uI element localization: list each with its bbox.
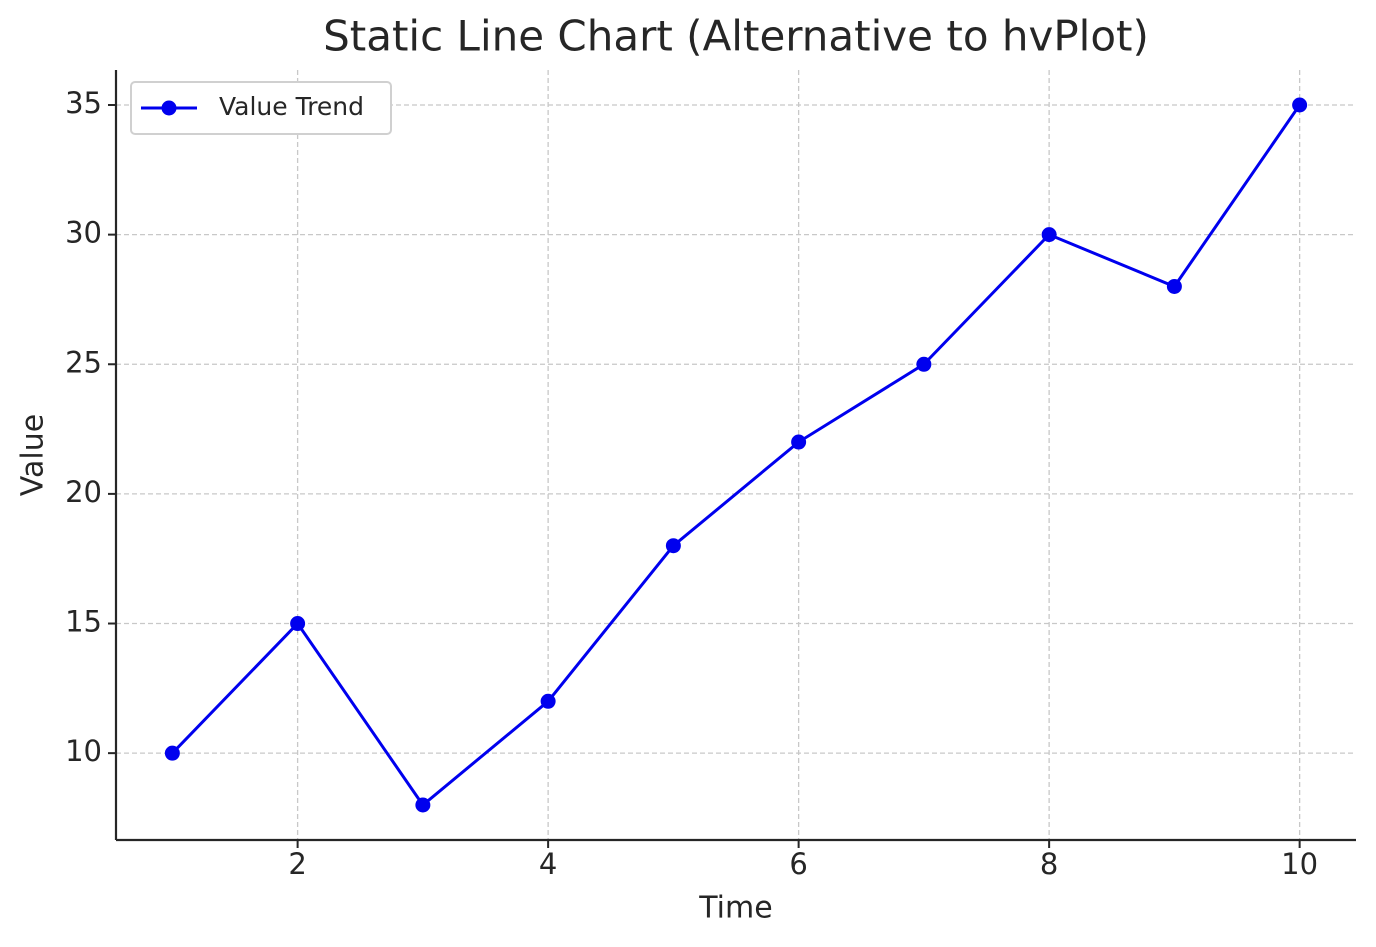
y-tick-label: 25 xyxy=(65,345,102,379)
line xyxy=(171,104,1301,808)
marker xyxy=(290,616,306,632)
x-tick-label: 10 xyxy=(1281,847,1318,881)
x-axis-label: Time xyxy=(698,891,772,926)
marker xyxy=(665,538,681,554)
x-tick-label: 6 xyxy=(789,847,807,881)
marker xyxy=(916,356,932,372)
y-tick-label: 10 xyxy=(65,734,102,768)
x-tick-label: 4 xyxy=(539,847,557,881)
x-tick-label: 8 xyxy=(1040,847,1058,881)
chart-title: Static Line Chart (Alternative to hvPlot… xyxy=(323,12,1149,61)
marker xyxy=(1292,97,1308,113)
marker xyxy=(164,745,180,761)
x-tick-label: 2 xyxy=(288,847,306,881)
legend-box xyxy=(130,81,392,135)
marker xyxy=(415,797,431,813)
legend-marker xyxy=(161,100,177,116)
y-tick-label: 20 xyxy=(65,475,102,509)
legend-label: Value Trend xyxy=(219,92,364,121)
marker xyxy=(791,434,807,450)
y-tick-label: 15 xyxy=(65,605,102,639)
marker xyxy=(540,693,556,709)
marker xyxy=(1041,227,1057,243)
marker xyxy=(1166,278,1182,294)
y-tick-label: 35 xyxy=(65,86,102,120)
y-axis-label: Value xyxy=(16,414,51,496)
y-tick-label: 30 xyxy=(65,216,102,250)
